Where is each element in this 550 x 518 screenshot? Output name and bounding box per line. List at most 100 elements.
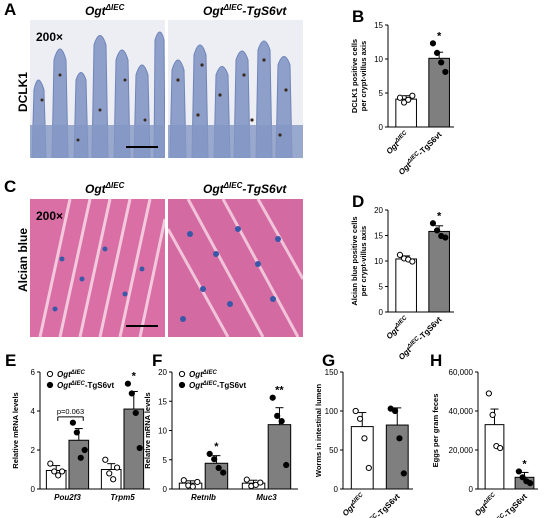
y-tick-label-B: 15 [374, 21, 383, 30]
data-point-H-1 [515, 468, 522, 475]
micrograph-alcian-tgs6vt-image [168, 199, 303, 337]
y-tick-label-H: 40,000 [449, 407, 474, 416]
magnification-label-A-left: 200× [36, 30, 64, 44]
x-tick-label-D-0: OgtΔIEC [385, 315, 412, 342]
micrograph-dclk1-control: 200× [30, 20, 165, 158]
micrograph-alcian-tgs6vt [168, 199, 303, 337]
y-tick-label-E: 2 [31, 446, 36, 455]
y-tick-label-H: 0 [469, 485, 474, 494]
data-point-B-0 [409, 92, 416, 99]
data-point-E-1-0 [110, 476, 117, 483]
bar-B-1 [428, 57, 450, 128]
y-axis-label-B: per crypt-villus axis [359, 41, 368, 111]
data-point-F-0-0 [189, 483, 196, 490]
data-point-F-1-1 [274, 412, 281, 419]
y-tick-label-G: 100 [325, 407, 339, 416]
data-point-D-0 [409, 258, 416, 265]
legend-marker-F-1 [178, 381, 186, 389]
micrograph-title-right-A: OgtΔIEC-TgS6vt [203, 3, 287, 18]
panel-letter-B: B [352, 7, 364, 26]
y-tick-label-D: 5 [379, 283, 384, 292]
micrograph-title-left-C: OgtΔIEC [85, 181, 125, 196]
significance-F-0-1: * [214, 441, 219, 453]
data-point-D-1 [429, 220, 437, 227]
data-point-E-0-1 [81, 446, 88, 454]
data-point-E-1-1 [128, 390, 135, 397]
x-tick-label-F-1: Muc3 [256, 493, 277, 502]
data-point-E-1-1 [132, 409, 139, 417]
data-point-D-1 [433, 227, 441, 234]
data-point-E-0-0 [58, 468, 66, 475]
y-axis-label-D: Alcian blue positive cells [350, 216, 359, 305]
data-point-F-0-0 [180, 477, 187, 484]
y-tick-label-G: 150 [325, 368, 339, 377]
significance-H-1: * [522, 458, 527, 470]
data-point-E-0-0 [55, 472, 62, 479]
data-point-B-1 [433, 49, 441, 56]
scale-bar-C [126, 325, 158, 327]
significance-D-1: * [437, 210, 442, 222]
data-point-H-0 [497, 444, 504, 452]
legend-marker-E-0 [46, 370, 54, 378]
legend-label-F-1: OgtΔIEC-TgS6vt [189, 381, 246, 390]
data-point-F-0-0 [194, 478, 201, 486]
data-point-E-0-0 [51, 468, 58, 475]
y-tick-label-H: 20,000 [449, 446, 474, 455]
bar-F-1-1 [267, 424, 292, 490]
y-tick-label-D: 15 [374, 232, 383, 241]
y-tick-label-D: 0 [379, 308, 384, 317]
significance-B-1: * [437, 30, 442, 42]
micrograph-alcian-control: 200× [30, 199, 165, 337]
y-tick-label-F: 10 [158, 427, 167, 436]
micrograph-dclk1-tgs6vt-image [168, 20, 303, 158]
panel-letter-C: C [4, 177, 17, 196]
x-tick-label-E-1: Trpm5 [110, 493, 135, 502]
y-tick-label-D: 10 [374, 257, 383, 266]
micrograph-dclk1-tgs6vt [168, 20, 303, 158]
data-point-G-1 [391, 407, 399, 415]
data-point-F-0-1 [215, 464, 222, 472]
data-point-B-0 [405, 96, 412, 103]
data-point-D-1 [442, 234, 449, 241]
micrograph-dclk1-control-image [30, 20, 165, 158]
data-point-B-1 [438, 59, 445, 66]
panel-letter-H: H [430, 351, 442, 370]
data-point-G-1 [400, 470, 407, 477]
panel-letter-D: D [352, 192, 364, 211]
data-point-G-0 [356, 415, 364, 422]
y-tick-label-E: 6 [31, 368, 36, 377]
data-point-F-1-0 [257, 479, 264, 486]
legend-marker-E-1 [46, 381, 54, 389]
y-tick-label-F: 0 [163, 485, 168, 494]
bar-G-1 [385, 424, 409, 490]
y-tick-label-B: 0 [379, 123, 384, 132]
data-point-D-0 [396, 251, 404, 258]
bar-G-0 [350, 426, 374, 490]
micrograph-title-left-A: OgtΔIEC [85, 3, 125, 18]
data-point-G-1 [396, 435, 403, 442]
y-tick-label-H: 60,000 [449, 368, 474, 377]
significance-F-1-1: ** [275, 385, 284, 397]
y-tick-label-F: 15 [158, 397, 167, 406]
data-point-B-1 [442, 68, 449, 76]
data-point-F-0-1 [206, 450, 213, 457]
data-point-F-0-1 [211, 456, 218, 463]
y-axis-label-E: Relative mRNA levels [11, 392, 20, 468]
y-tick-label-B: 10 [374, 55, 383, 64]
pvalue-label-E: p=0.063 [57, 407, 84, 416]
data-point-E-1-1 [136, 444, 143, 452]
x-tick-label-H-0: OgtΔIEC [473, 492, 500, 518]
data-point-H-1 [527, 480, 534, 487]
legend-marker-F-0 [178, 370, 186, 378]
panel-letter-F: F [152, 351, 162, 370]
scale-bar-A [126, 146, 158, 148]
data-point-E-1-0 [106, 470, 113, 477]
data-point-H-0 [485, 390, 492, 397]
data-point-F-1-1 [283, 461, 290, 469]
y-axis-label-F: Relative mRNA levels [143, 392, 152, 468]
data-point-G-0 [352, 407, 359, 415]
y-axis-label-G: Worms in intestinal lumen [314, 383, 323, 477]
data-point-H-1 [519, 474, 526, 481]
magnification-label-C-left: 200× [36, 209, 64, 223]
